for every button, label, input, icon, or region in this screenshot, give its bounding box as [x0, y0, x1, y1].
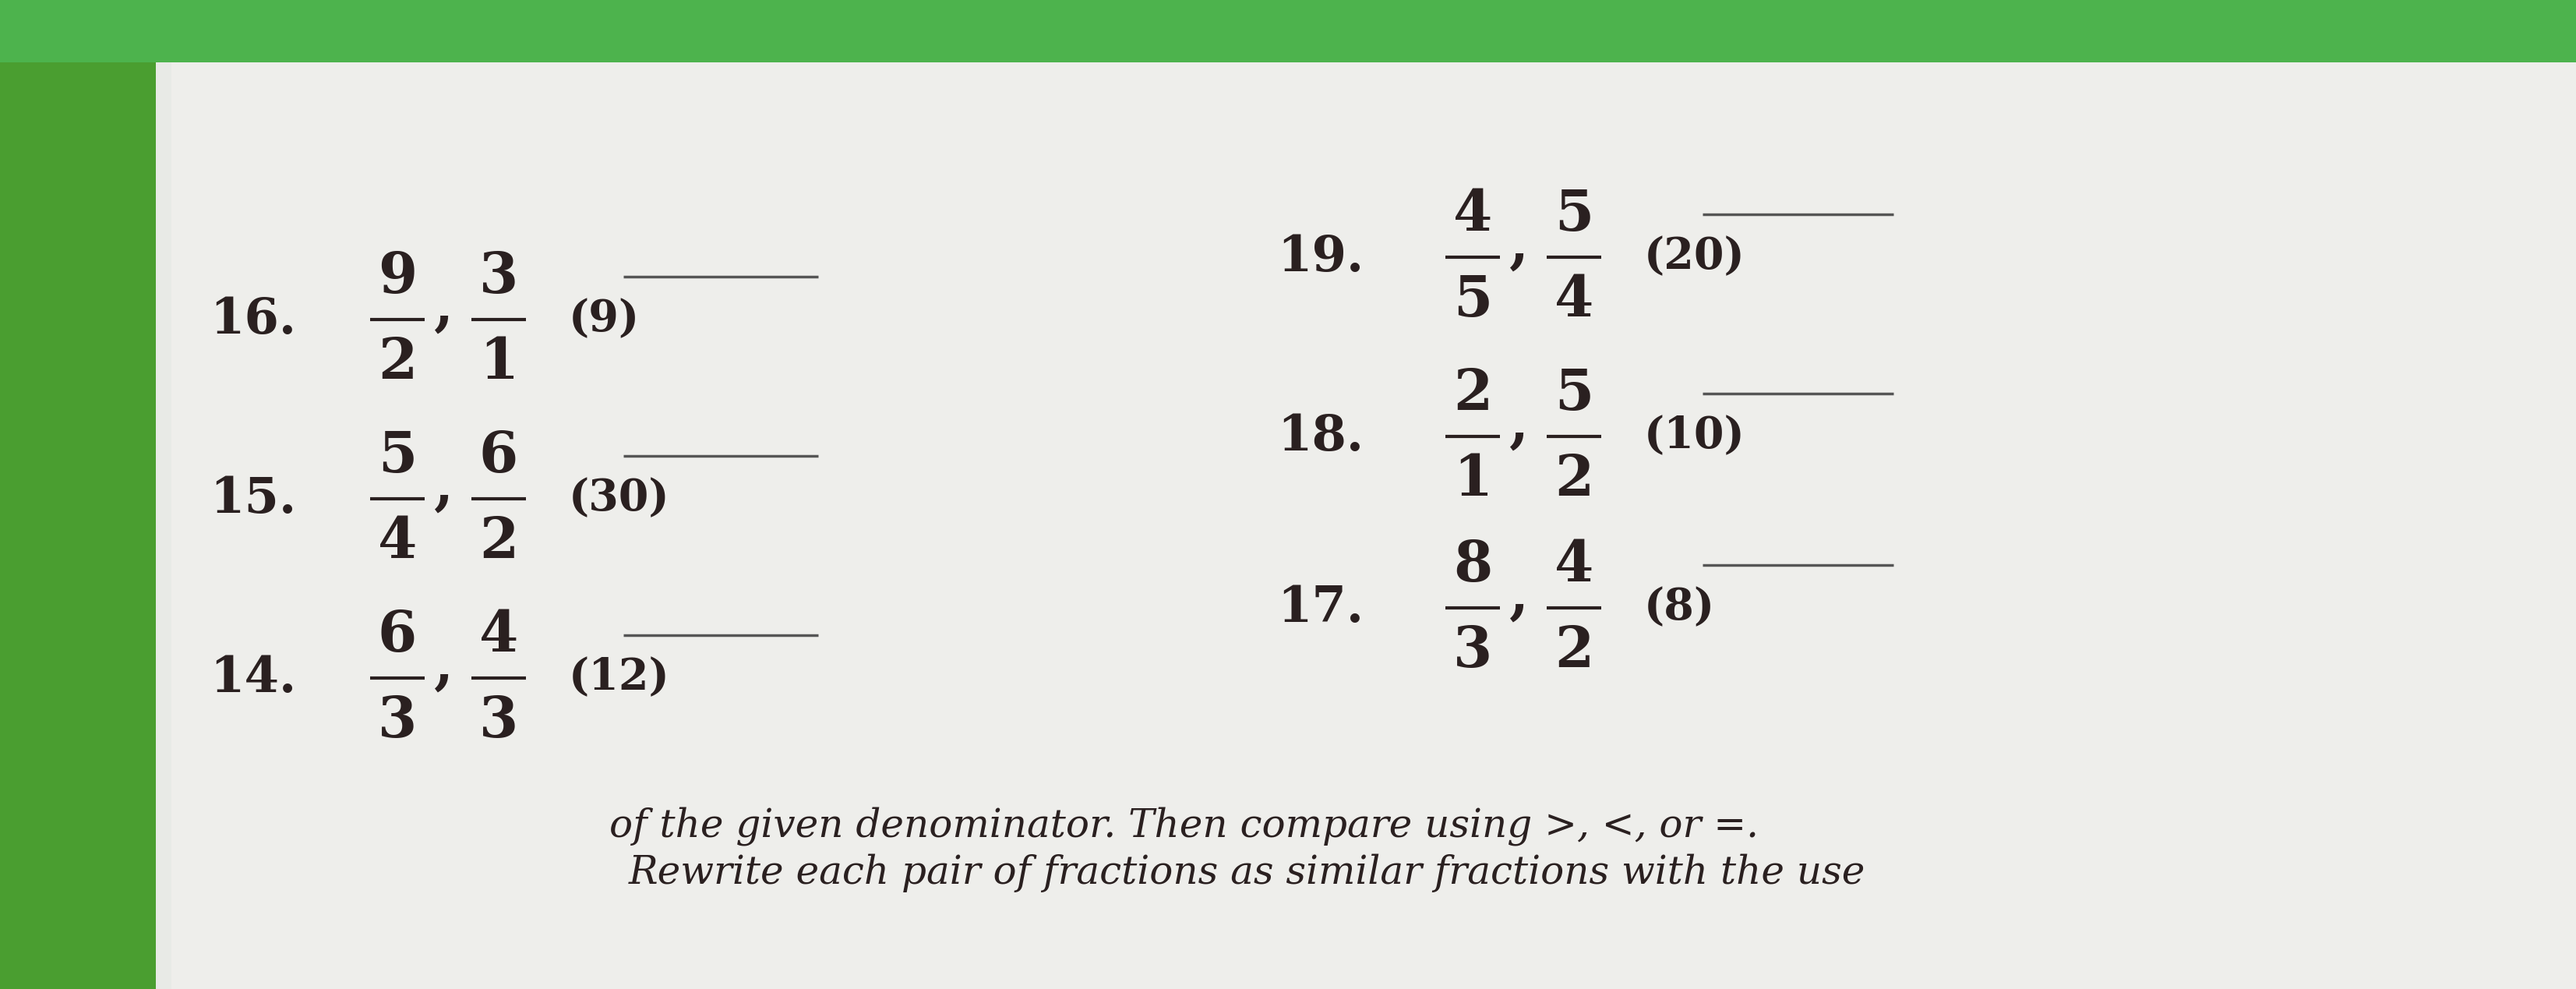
Text: 14.: 14.: [209, 655, 296, 702]
Polygon shape: [155, 0, 2576, 24]
Text: (20): (20): [1643, 235, 1744, 279]
Text: 15.: 15.: [209, 475, 296, 522]
Text: of the given denominator. Then compare using >, <, or =.: of the given denominator. Then compare u…: [611, 807, 1759, 846]
Text: 5: 5: [379, 428, 417, 484]
Text: 17.: 17.: [1278, 584, 1363, 632]
Text: 16.: 16.: [209, 296, 296, 343]
Text: 3: 3: [1453, 623, 1492, 678]
Text: 4: 4: [1553, 537, 1595, 592]
Text: (30): (30): [569, 478, 670, 520]
Text: 19.: 19.: [1278, 233, 1363, 281]
Polygon shape: [155, 0, 2576, 989]
Text: 6: 6: [379, 607, 417, 663]
Bar: [0, 0, 2576, 62]
Text: 2: 2: [1453, 366, 1492, 421]
Text: 3: 3: [479, 249, 518, 305]
Text: 5: 5: [1453, 272, 1492, 327]
Polygon shape: [0, 0, 155, 989]
Text: Rewrite each pair of fractions as similar fractions with the use: Rewrite each pair of fractions as simila…: [629, 854, 1865, 892]
Text: ,: ,: [1510, 397, 1530, 452]
Text: 3: 3: [479, 693, 518, 749]
Text: 2: 2: [479, 514, 518, 570]
Text: (12): (12): [569, 657, 670, 699]
Text: 18.: 18.: [1278, 412, 1363, 460]
Text: 4: 4: [479, 607, 518, 663]
Text: 2: 2: [1553, 452, 1595, 507]
Text: (9): (9): [569, 298, 639, 341]
Text: 4: 4: [1553, 272, 1595, 327]
Text: 3: 3: [379, 693, 417, 749]
Text: 5: 5: [1553, 366, 1595, 421]
Text: ,: ,: [1510, 569, 1530, 624]
Text: 5: 5: [1553, 187, 1595, 242]
Text: 2: 2: [379, 334, 417, 390]
Text: ,: ,: [1510, 218, 1530, 273]
Text: 4: 4: [379, 514, 417, 570]
Text: ,: ,: [435, 280, 453, 335]
Text: ,: ,: [435, 460, 453, 514]
Text: 4: 4: [1453, 187, 1492, 242]
Text: 6: 6: [479, 428, 518, 484]
Text: (8): (8): [1643, 586, 1716, 629]
Text: 2: 2: [1553, 623, 1595, 678]
Text: 8: 8: [1453, 537, 1492, 592]
Text: (10): (10): [1643, 415, 1744, 458]
Text: 9: 9: [379, 249, 417, 305]
Text: ,: ,: [435, 639, 453, 694]
Text: 1: 1: [1453, 452, 1492, 507]
Polygon shape: [173, 16, 2576, 989]
Text: 1: 1: [479, 334, 518, 390]
